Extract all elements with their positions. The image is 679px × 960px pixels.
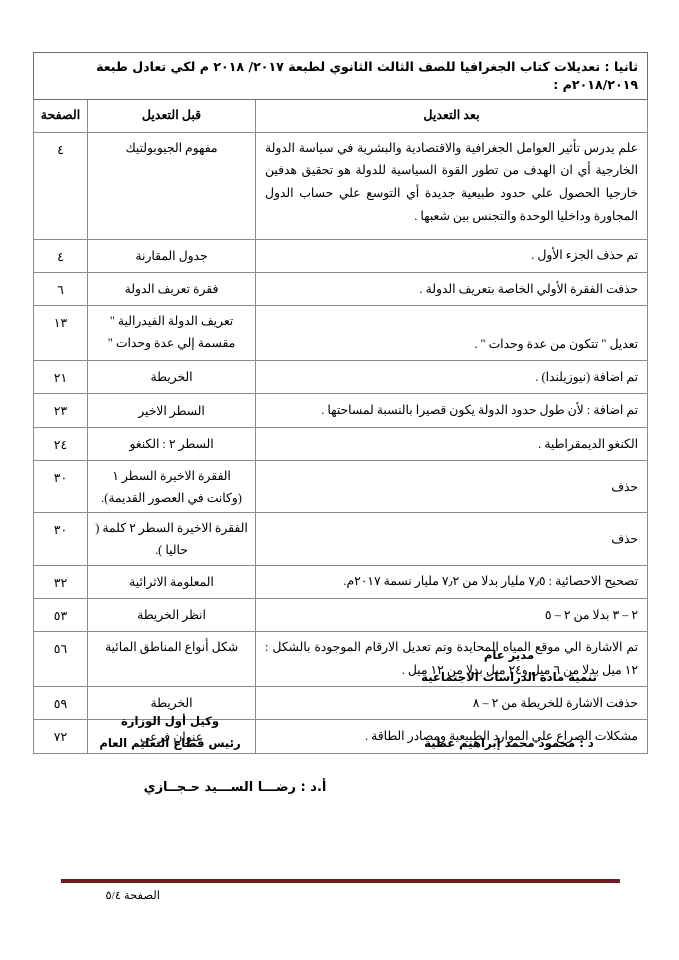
signature-row-5: أ.د : رضـــا الســـيد حـجــازي [0, 780, 679, 810]
table-row: الكنغو الديمقراطية . السطر ٢ : الكنغو ٢٤ [32, 426, 649, 462]
table-row: تصحيح الاحصائية : ٧٫٥ مليار بدلا من ٧٫٢ … [32, 564, 649, 599]
table-row: علم يدرس تأثير العوامل الجغرافية والاقتص… [32, 131, 649, 240]
cell-after: تصحيح الاحصائية : ٧٫٥ مليار بدلا من ٧٫٢ … [255, 564, 649, 599]
cell-after: تم حذف الجزء الأول . [255, 238, 649, 273]
general-manager-name: د : محمود محمد إبراهيم عطية [424, 736, 594, 750]
cell-before: شكل أنواع المناطق المائية [87, 631, 257, 688]
cell-page: ٧٢ [32, 719, 89, 754]
cell-before: المعلومة الاثرائية [87, 564, 257, 599]
cell-before: انظر الخريطة [87, 597, 257, 633]
cell-before: السطر الاخير [87, 393, 257, 428]
minister-name: أ.د : رضـــا الســـيد حـجــازي [143, 780, 327, 795]
deputy-minister-title: وكيل أول الوزارة [120, 714, 220, 728]
table-row: حذفت الاشارة للخريطة من ٢ – ٨ الخريطة ٥٩ [32, 686, 649, 721]
cell-before: عنوان فرعي [87, 719, 257, 754]
cell-after: ٢ – ٣ بدلا من ٢ – ٥ [255, 597, 649, 633]
signature-spacer-2 [0, 758, 679, 780]
table-head: ثانيا : تعديلات كتاب الجغرافيا للصف الثا… [32, 51, 649, 133]
cell-page: ١٣ [32, 305, 89, 362]
table-header-row: بعد التعديل قبل التعديل الصفحة [32, 99, 649, 133]
table-row: ٢ – ٣ بدلا من ٢ – ٥ انظر الخريطة ٥٣ [32, 597, 649, 633]
signature-row-2: تنمية مادة الدراسات الاجتماعية [0, 670, 679, 692]
cell-after: تم الاشارة الي موقع المياه المحايدة وتم … [255, 631, 649, 688]
cell-after: تم اضافة : لأن طول حدود الدولة يكون قصير… [255, 393, 649, 428]
cell-before: السطر ٢ : الكنغو [87, 426, 257, 462]
cell-after: حذفت الاشارة للخريطة من ٢ – ٨ [255, 686, 649, 721]
cell-before: الخريطة [87, 360, 257, 395]
cell-after: تعديل " تتكون من عدة وحدات " . [255, 305, 649, 362]
cell-page: ٦ [32, 271, 89, 307]
cell-page: ٣٢ [32, 564, 89, 599]
column-header-page: الصفحة [32, 99, 89, 133]
cell-page: ٥٦ [32, 631, 89, 688]
signature-row-4: د : محمود محمد إبراهيم عطية رئيس قطاع ال… [0, 736, 679, 758]
cell-page: ٣٠ [32, 460, 89, 514]
table-row: تم حذف الجزء الأول . جدول المقارنة ٤ [32, 238, 649, 273]
cell-page: ٥٣ [32, 597, 89, 633]
table-title-row: ثانيا : تعديلات كتاب الجغرافيا للصف الثا… [32, 51, 649, 101]
table-row: حذف الفقرة الاخيرة السطر ٢ كلمة ( حاليا … [32, 512, 649, 566]
cell-before: الفقرة الاخيرة السطر ٢ كلمة ( حاليا ). [87, 512, 257, 566]
table-row: حذفت الفقرة الأولي الخاصة بتعريف الدولة … [32, 271, 649, 307]
cell-before: الفقرة الاخيرة السطر ١ (وكانت في العصور … [87, 460, 257, 514]
document-title: ثانيا : تعديلات كتاب الجغرافيا للصف الثا… [32, 51, 649, 101]
cell-page: ٢٤ [32, 426, 89, 462]
table-row: حذف الفقرة الاخيرة السطر ١ (وكانت في الع… [32, 460, 649, 514]
cell-before: مفهوم الجيوبولتيك [87, 131, 257, 240]
page-number: الصفحة ٥/٤ [105, 890, 160, 902]
signature-row-1: مدير عام [0, 648, 679, 670]
cell-page: ٢١ [32, 360, 89, 395]
cell-before: جدول المقارنة [87, 238, 257, 273]
department-title: تنمية مادة الدراسات الاجتماعية [421, 670, 597, 684]
cell-after: علم يدرس تأثير العوامل الجغرافية والاقتص… [255, 131, 649, 240]
table-body: علم يدرس تأثير العوامل الجغرافية والاقتص… [32, 131, 649, 754]
cell-after: حذف [255, 512, 649, 566]
cell-after: تم اضافة (نيوزيلندا) . [255, 360, 649, 395]
signature-block: مدير عام تنمية مادة الدراسات الاجتماعية … [0, 648, 679, 810]
education-sector-head-title: رئيس قطاع التعليم العام [99, 736, 241, 750]
cell-page: ٤ [32, 131, 89, 240]
cell-after: حذفت الفقرة الأولي الخاصة بتعريف الدولة … [255, 271, 649, 307]
table-row: مشكلات الصراع علي الموارد الطبيعية ومصاد… [32, 719, 649, 754]
cell-before: الخريطة [87, 686, 257, 721]
cell-page: ٢٣ [32, 393, 89, 428]
signature-spacer [0, 692, 679, 714]
cell-after: حذف [255, 460, 649, 514]
table-row: تم اضافة : لأن طول حدود الدولة يكون قصير… [32, 393, 649, 428]
cell-before: تعريف الدولة الفيدرالية " مقسمة إلي عدة … [87, 305, 257, 362]
cell-after: الكنغو الديمقراطية . [255, 426, 649, 462]
column-header-before: قبل التعديل [87, 99, 257, 133]
cell-after: مشكلات الصراع علي الموارد الطبيعية ومصاد… [255, 719, 649, 754]
cell-before: فقرة تعريف الدولة [87, 271, 257, 307]
table-row: تعديل " تتكون من عدة وحدات " . تعريف الد… [32, 305, 649, 362]
amendments-table: ثانيا : تعديلات كتاب الجغرافيا للصف الثا… [32, 51, 649, 754]
general-manager-title: مدير عام [483, 648, 535, 662]
cell-page: ٣٠ [32, 512, 89, 566]
signature-row-3: وكيل أول الوزارة [0, 714, 679, 736]
table-row: تم الاشارة الي موقع المياه المحايدة وتم … [32, 631, 649, 688]
table-row: تم اضافة (نيوزيلندا) . الخريطة ٢١ [32, 360, 649, 395]
column-header-after: بعد التعديل [255, 99, 649, 133]
cell-page: ٤ [32, 238, 89, 273]
footer-divider [61, 879, 620, 883]
